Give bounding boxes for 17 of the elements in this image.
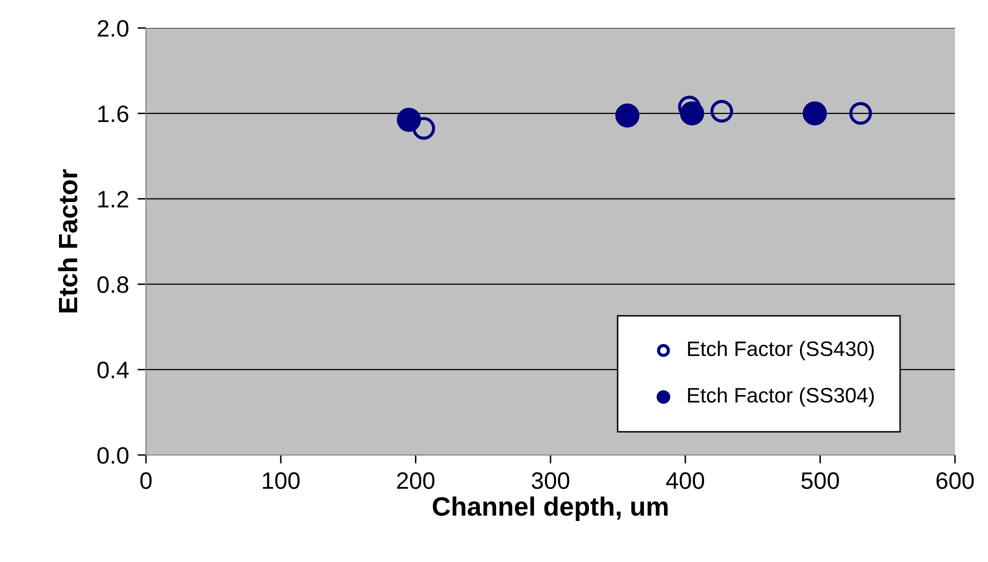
y-axis-title: Etch Factor: [58, 169, 78, 312]
x-tick-label: 200: [397, 472, 434, 490]
x-tick-label: 300: [532, 472, 570, 490]
y-tick-label: 1.6: [98, 105, 128, 122]
x-tick-label: 500: [801, 472, 839, 490]
y-tick-label: 2.0: [98, 20, 128, 37]
x-tick-label: 0: [140, 472, 152, 490]
y-tick-label: 0.4: [97, 362, 129, 378]
x-tick-label: 400: [666, 472, 704, 490]
legend-label: Etch Factor (SS304): [688, 387, 874, 407]
x-tick-label: 600: [936, 472, 974, 490]
y-tick-label: 0.8: [97, 276, 128, 293]
y-tick-label: 0.0: [97, 447, 128, 464]
x-axis-title: Channel depth, um: [432, 496, 668, 522]
legend-label: Etch Factor (SS430): [688, 340, 874, 360]
x-tick-label: 100: [262, 472, 300, 490]
y-tick-label: 1.2: [98, 190, 128, 208]
